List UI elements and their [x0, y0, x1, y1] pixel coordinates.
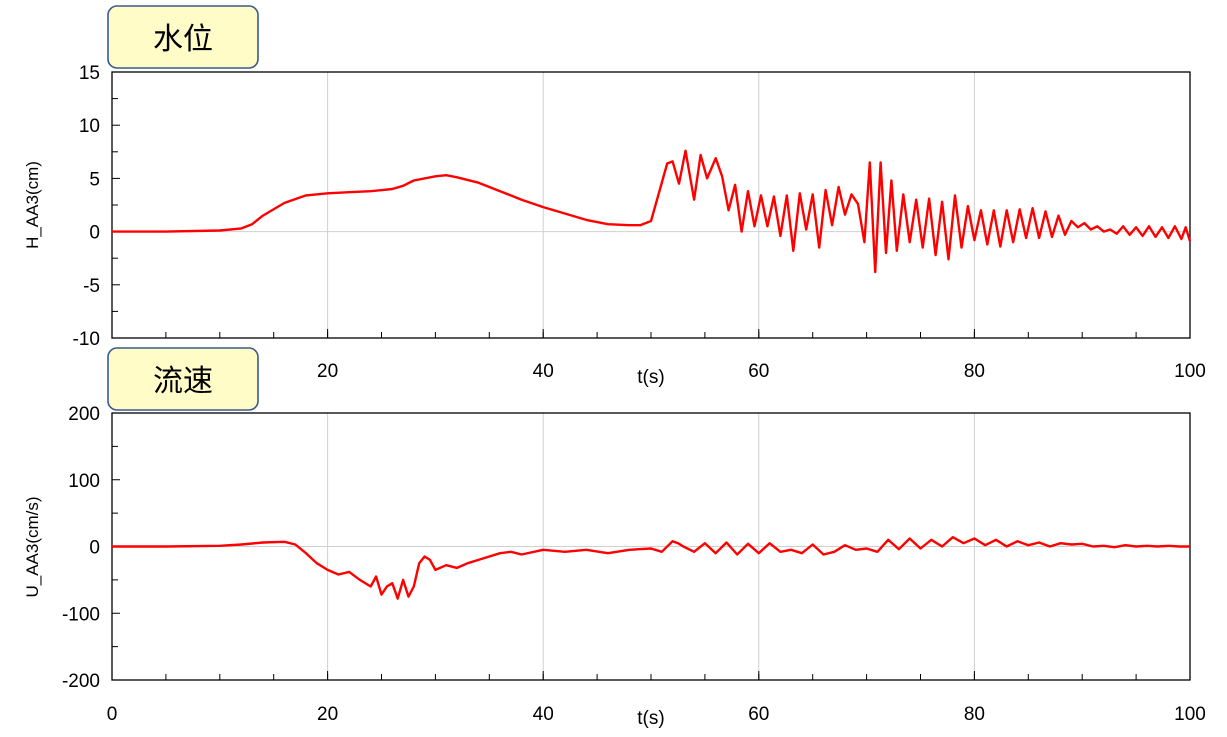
water-level-y-tick-label: 0	[89, 223, 100, 244]
water-level-x-tick-label: 20	[317, 361, 338, 382]
velocity-grid	[112, 413, 1190, 680]
velocity-y-tick-label: -200	[62, 671, 100, 692]
velocity-y-tick-label: 100	[68, 471, 100, 492]
velocity-x-tick-label: 100	[1174, 704, 1206, 725]
water-level-title-box: 水位	[107, 5, 259, 69]
velocity-x-tick-label: 60	[748, 704, 769, 725]
velocity-series	[112, 536, 1190, 600]
water-level-y-tick-label: 10	[79, 116, 100, 137]
velocity-title: 流速	[153, 364, 213, 399]
velocity-chart: -200 -100 0 100 200 0 20 40 60 80 100 U_AA3(cm/s)…	[23, 404, 1206, 729]
water-level-y-tick-label: 5	[89, 169, 100, 190]
water-level-y-tick-label: 15	[79, 63, 100, 84]
velocity-x-tick-label: 20	[317, 704, 338, 725]
velocity-x-tick-label: 40	[533, 704, 554, 725]
water-level-x-tick-label: 80	[964, 361, 985, 382]
velocity-x-axis-title: t(s)	[637, 708, 664, 729]
velocity-y-ticks: -200 -100 0 100 200	[62, 404, 120, 692]
water-level-x-tick-label: 60	[748, 361, 769, 382]
velocity-x-ticks: 0 20 40 60 80 100	[107, 671, 1206, 725]
water-level-y-axis-title: H_AA3(cm)	[23, 161, 42, 249]
water-level-y-tick-label: -5	[83, 276, 100, 297]
water-level-x-axis-title: t(s)	[637, 367, 664, 388]
water-level-y-tick-label: -10	[73, 329, 100, 350]
water-level-x-tick-label: 40	[533, 361, 554, 382]
velocity-series-line	[112, 536, 1190, 600]
velocity-y-tick-label: -100	[62, 604, 100, 625]
velocity-y-axis-title: U_AA3(cm/s)	[23, 496, 42, 597]
water-level-title: 水位	[153, 22, 213, 57]
water-level-x-tick-label: 100	[1174, 361, 1206, 382]
water-level-series	[112, 149, 1192, 274]
velocity-y-tick-label: 200	[68, 404, 100, 425]
velocity-y-tick-label: 0	[89, 538, 100, 559]
velocity-title-box: 流速	[107, 347, 259, 411]
velocity-x-tick-label: 0	[107, 704, 118, 725]
velocity-x-tick-label: 80	[964, 704, 985, 725]
water-level-series-line	[112, 149, 1192, 274]
